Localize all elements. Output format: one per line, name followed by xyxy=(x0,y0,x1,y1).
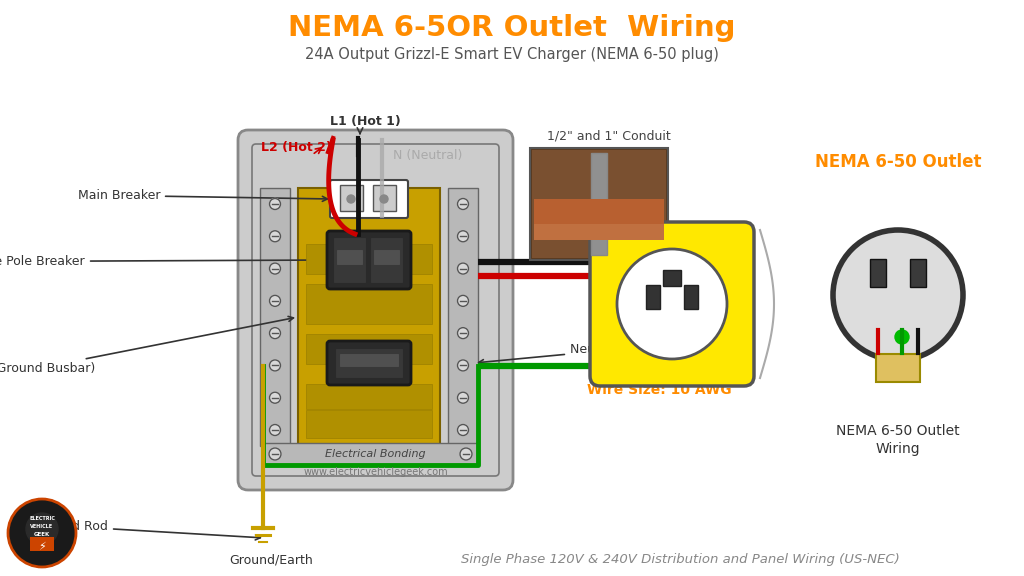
Bar xyxy=(298,188,440,446)
Circle shape xyxy=(458,199,469,210)
FancyBboxPatch shape xyxy=(590,222,754,386)
Text: 30 Amps Double Pole Breaker: 30 Amps Double Pole Breaker xyxy=(0,255,326,268)
Circle shape xyxy=(26,513,58,545)
Text: www.electricvehiclegeek.com: www.electricvehiclegeek.com xyxy=(303,467,447,477)
Bar xyxy=(534,199,664,224)
FancyBboxPatch shape xyxy=(327,341,411,385)
Text: ELECTRIC: ELECTRIC xyxy=(29,517,55,521)
Circle shape xyxy=(833,230,963,360)
FancyBboxPatch shape xyxy=(238,130,513,490)
Bar xyxy=(449,188,478,446)
Bar xyxy=(870,259,886,287)
Text: Wire Size: 10 AWG: Wire Size: 10 AWG xyxy=(587,383,731,397)
Bar xyxy=(337,250,362,264)
Circle shape xyxy=(460,448,472,460)
Circle shape xyxy=(269,448,281,460)
Text: 24A Output Grizzl-E Smart EV Charger (NEMA 6-50 plug): 24A Output Grizzl-E Smart EV Charger (NE… xyxy=(305,47,719,63)
Bar xyxy=(663,270,681,286)
FancyBboxPatch shape xyxy=(252,144,499,476)
Text: Ground Rod: Ground Rod xyxy=(34,520,260,540)
Bar xyxy=(306,384,432,409)
Bar xyxy=(684,285,698,309)
Circle shape xyxy=(269,360,281,371)
Bar xyxy=(334,238,365,282)
Bar xyxy=(371,238,402,282)
Circle shape xyxy=(617,249,727,359)
Circle shape xyxy=(380,195,388,203)
Circle shape xyxy=(895,330,909,344)
Text: Neutral Busbar: Neutral Busbar xyxy=(478,343,664,365)
Text: L1 (Hot 1): L1 (Hot 1) xyxy=(330,116,400,128)
Text: Ground/Earth: Ground/Earth xyxy=(229,554,313,567)
Text: Single Phase 120V & 240V Distribution and Panel Wiring (US-NEC): Single Phase 120V & 240V Distribution an… xyxy=(461,554,899,567)
Text: Main Breaker: Main Breaker xyxy=(78,189,328,202)
Circle shape xyxy=(458,263,469,274)
Bar xyxy=(263,443,478,465)
Bar xyxy=(306,284,432,324)
Text: 1/2" and 1" Conduit: 1/2" and 1" Conduit xyxy=(547,130,671,142)
Bar xyxy=(30,537,54,551)
Circle shape xyxy=(269,425,281,435)
Text: ⚡: ⚡ xyxy=(38,542,46,552)
FancyBboxPatch shape xyxy=(327,231,411,289)
Circle shape xyxy=(458,328,469,339)
Circle shape xyxy=(8,499,76,567)
Bar xyxy=(336,349,402,377)
Bar xyxy=(340,354,398,366)
Bar xyxy=(260,188,290,446)
Text: NEMA 6-50 Outlet
Wiring: NEMA 6-50 Outlet Wiring xyxy=(837,424,959,456)
Circle shape xyxy=(269,328,281,339)
Bar xyxy=(340,185,362,211)
Circle shape xyxy=(269,295,281,306)
Circle shape xyxy=(269,231,281,242)
Text: NEMA 6-50 Outlet: NEMA 6-50 Outlet xyxy=(815,153,981,171)
Text: L2 (Hot 2): L2 (Hot 2) xyxy=(261,141,332,153)
Circle shape xyxy=(458,360,469,371)
Bar xyxy=(306,244,432,274)
Text: Electrical Bonding: Electrical Bonding xyxy=(326,449,426,459)
Circle shape xyxy=(347,195,355,203)
Bar xyxy=(530,148,668,260)
Circle shape xyxy=(269,199,281,210)
Circle shape xyxy=(458,231,469,242)
Circle shape xyxy=(269,392,281,403)
Circle shape xyxy=(830,227,966,363)
Text: VEHICLE: VEHICLE xyxy=(31,525,53,529)
Bar xyxy=(910,259,926,287)
Bar xyxy=(532,150,666,258)
Bar xyxy=(876,354,920,382)
Circle shape xyxy=(269,263,281,274)
Circle shape xyxy=(458,425,469,435)
Bar xyxy=(374,250,399,264)
Bar xyxy=(306,410,432,438)
Circle shape xyxy=(458,392,469,403)
Text: G (Ground Busbar): G (Ground Busbar) xyxy=(0,316,294,375)
FancyBboxPatch shape xyxy=(330,180,408,218)
Text: N (Neutral): N (Neutral) xyxy=(393,149,463,161)
Text: GEEK: GEEK xyxy=(34,532,50,536)
Bar xyxy=(591,153,607,255)
Bar xyxy=(306,334,432,364)
Bar xyxy=(646,285,660,309)
Circle shape xyxy=(458,295,469,306)
Bar xyxy=(534,205,664,240)
Text: NEMA 6-5OR Outlet  Wiring: NEMA 6-5OR Outlet Wiring xyxy=(288,14,736,42)
Bar xyxy=(373,185,396,211)
